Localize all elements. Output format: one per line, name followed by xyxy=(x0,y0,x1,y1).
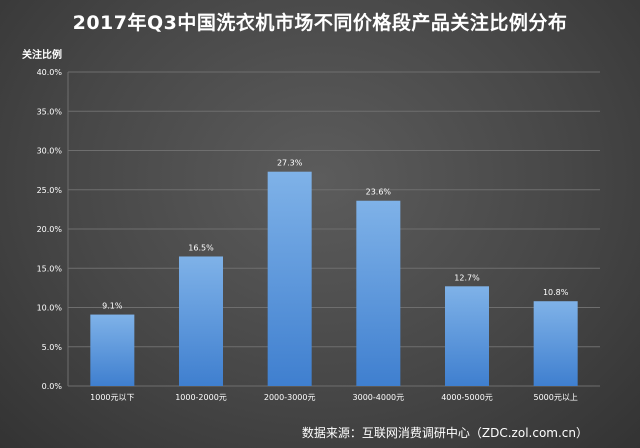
bar xyxy=(267,171,312,386)
y-tick-label: 20.0% xyxy=(37,225,63,234)
bar xyxy=(533,301,578,386)
bar xyxy=(445,286,489,386)
x-tick-label: 1000-2000元 xyxy=(175,393,227,402)
bar xyxy=(90,314,135,386)
data-label: 23.6% xyxy=(366,188,392,197)
bars xyxy=(90,171,578,386)
bar xyxy=(356,200,401,386)
data-label: 10.8% xyxy=(543,288,569,297)
x-tick-label: 2000-3000元 xyxy=(264,393,316,402)
x-tick-label: 1000元以下 xyxy=(90,393,134,402)
y-tick-label: 15.0% xyxy=(37,264,63,273)
y-axis-label: 关注比例 xyxy=(22,50,62,61)
labels: 0.0% 5.0% 10.0% 15.0% 20.0% 25.0% 30.0% 35.0% 40… xyxy=(37,68,578,402)
source-note: 数据来源：互联网消费调研中心（ZDC.zol.com.cn） xyxy=(301,426,588,440)
data-label: 16.5% xyxy=(188,243,214,252)
y-tick-label: 25.0% xyxy=(37,186,63,195)
y-tick-label: 10.0% xyxy=(37,304,63,313)
x-tick-label: 5000元以上 xyxy=(533,393,577,402)
gridlines xyxy=(67,71,600,387)
data-label: 9.1% xyxy=(102,302,123,311)
y-tick-label: 30.0% xyxy=(37,147,63,156)
y-tick-label: 0.0% xyxy=(42,382,63,391)
bar xyxy=(179,256,223,386)
y-tick-label: 35.0% xyxy=(37,107,63,116)
x-tick-label: 3000-4000元 xyxy=(353,393,405,402)
chart-title: 2017年Q3中国洗衣机市场不同价格段产品关注比例分布 xyxy=(72,12,568,34)
y-tick-label: 5.0% xyxy=(42,343,63,352)
x-tick-label: 4000-5000元 xyxy=(441,393,493,402)
data-label: 12.7% xyxy=(454,273,480,282)
data-label: 27.3% xyxy=(277,159,303,168)
y-tick-label: 40.0% xyxy=(37,68,63,77)
